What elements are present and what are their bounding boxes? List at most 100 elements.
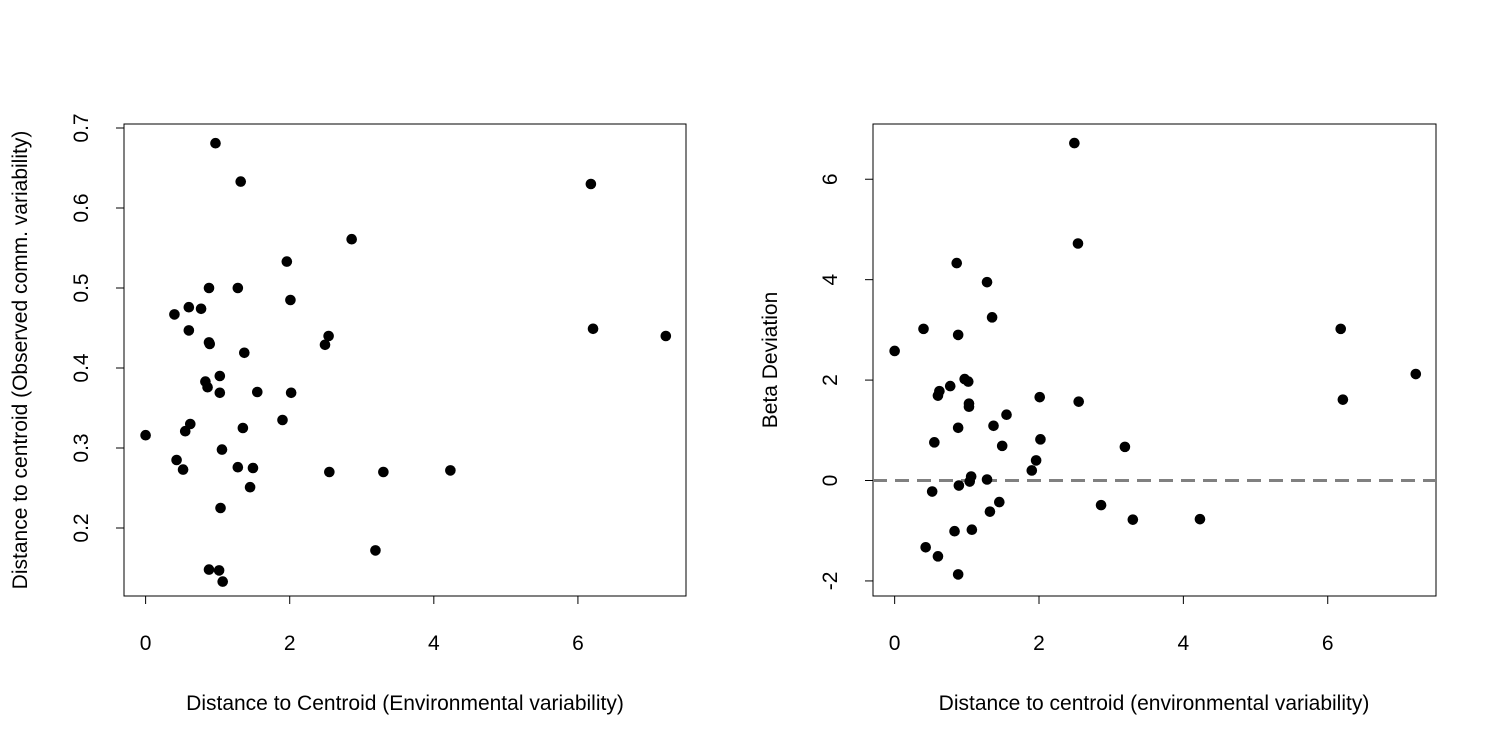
left-data-point bbox=[235, 176, 247, 187]
left-data-point bbox=[587, 323, 599, 335]
right-data-point bbox=[1034, 391, 1046, 403]
left-data-point bbox=[285, 294, 296, 306]
right-data-point bbox=[981, 276, 993, 288]
left-y-tick-label: 0.6 bbox=[70, 193, 93, 222]
left-data-point bbox=[215, 502, 226, 514]
left-scatter-panel: 0 2 4 6 0.2 0.3 0.4 0.5 0.6 0.7 Distance to Cent… bbox=[9, 113, 687, 715]
left-data-point bbox=[195, 303, 207, 315]
right-y-axis-label: Beta Deviation bbox=[759, 292, 782, 429]
right-data-point bbox=[952, 329, 964, 341]
left-data-point bbox=[660, 330, 672, 342]
right-data-point bbox=[953, 480, 965, 491]
left-y-tick-label: 0.3 bbox=[70, 433, 93, 462]
right-data-point bbox=[949, 525, 960, 537]
left-data-point bbox=[232, 282, 244, 294]
right-y-tick-label: 6 bbox=[819, 173, 842, 185]
right-y-tick-label: 4 bbox=[819, 274, 842, 286]
left-data-point bbox=[285, 387, 297, 399]
left-data-point bbox=[140, 429, 151, 441]
left-data-point bbox=[171, 454, 182, 466]
right-data-point bbox=[918, 323, 929, 335]
right-x-tick-label: 4 bbox=[1178, 632, 1190, 655]
right-x-tick-label: 2 bbox=[1033, 632, 1045, 655]
right-data-point bbox=[984, 506, 996, 517]
right-data-point bbox=[966, 524, 978, 536]
right-data-point bbox=[934, 385, 945, 397]
right-x-tick-label: 6 bbox=[1322, 632, 1334, 655]
left-data-point bbox=[213, 565, 225, 576]
right-data-point bbox=[963, 398, 975, 409]
left-plot-frame bbox=[123, 123, 687, 597]
right-y-tick-label: 2 bbox=[819, 374, 842, 386]
left-data-point bbox=[370, 545, 381, 556]
left-data-point bbox=[585, 178, 597, 190]
right-data-point bbox=[1001, 409, 1012, 421]
left-data-point bbox=[251, 386, 263, 398]
right-data-point bbox=[952, 422, 964, 434]
right-data-point bbox=[986, 312, 998, 323]
left-y-axis: 0.2 0.3 0.4 0.5 0.6 0.7 bbox=[70, 113, 124, 543]
left-data-point bbox=[210, 137, 221, 149]
left-y-tick-label: 0.4 bbox=[70, 353, 93, 383]
left-data-point bbox=[239, 347, 250, 359]
left-y-tick-label: 0.5 bbox=[70, 273, 93, 302]
left-x-tick-label: 2 bbox=[284, 632, 296, 655]
right-y-tick-label: -2 bbox=[819, 572, 842, 591]
right-data-point bbox=[932, 551, 944, 562]
right-data-point bbox=[1127, 514, 1139, 525]
left-x-axis: 0 2 4 6 bbox=[140, 596, 584, 655]
right-data-point bbox=[920, 541, 931, 553]
right-data-point bbox=[1194, 513, 1206, 525]
right-x-tick-label: 0 bbox=[889, 632, 901, 655]
left-data-point bbox=[203, 564, 215, 575]
left-data-points bbox=[140, 137, 672, 587]
left-data-point bbox=[169, 309, 180, 320]
left-data-point bbox=[184, 418, 196, 430]
left-data-point bbox=[216, 444, 228, 455]
right-data-point bbox=[1026, 465, 1038, 476]
right-data-point bbox=[1335, 323, 1347, 335]
right-y-tick-label: 0 bbox=[819, 475, 842, 487]
right-data-point bbox=[1072, 238, 1084, 249]
right-x-axis: 0 2 4 6 bbox=[889, 596, 1334, 655]
right-data-point bbox=[1035, 434, 1046, 445]
left-data-point bbox=[214, 387, 226, 399]
left-x-tick-label: 0 bbox=[140, 632, 152, 655]
left-data-point bbox=[378, 466, 389, 478]
left-data-point bbox=[281, 256, 293, 267]
right-data-point bbox=[996, 440, 1008, 452]
left-y-tick-label: 0.2 bbox=[70, 513, 93, 542]
right-data-point bbox=[962, 376, 974, 387]
right-data-point bbox=[965, 471, 977, 482]
right-plot-frame bbox=[872, 123, 1437, 597]
left-data-point bbox=[183, 325, 195, 336]
left-data-point bbox=[237, 422, 249, 434]
left-data-point bbox=[204, 338, 216, 350]
left-data-point bbox=[244, 481, 256, 493]
left-y-tick-label: 0.7 bbox=[70, 113, 93, 142]
left-x-axis-label: Distance to Centroid (Environmental vari… bbox=[186, 692, 624, 715]
right-data-point bbox=[981, 474, 993, 485]
left-data-point bbox=[323, 330, 334, 342]
right-data-point bbox=[944, 380, 956, 392]
left-data-point bbox=[217, 576, 229, 587]
left-x-tick-label: 6 bbox=[572, 632, 584, 655]
right-data-point bbox=[889, 345, 900, 357]
left-data-point bbox=[232, 461, 244, 473]
right-data-point bbox=[988, 420, 999, 432]
right-data-point bbox=[1337, 394, 1349, 405]
left-data-point bbox=[202, 381, 213, 393]
right-data-point bbox=[1030, 455, 1042, 466]
left-data-point bbox=[324, 466, 335, 478]
right-data-point bbox=[994, 496, 1005, 508]
right-data-points bbox=[889, 137, 1422, 580]
right-data-point bbox=[926, 486, 938, 497]
left-data-point bbox=[445, 465, 456, 476]
right-data-point bbox=[1095, 499, 1107, 511]
right-data-point bbox=[951, 257, 963, 269]
left-data-point bbox=[177, 464, 189, 475]
left-y-axis-label: Distance to centroid (Observed comm. var… bbox=[9, 131, 32, 590]
right-data-point bbox=[1073, 396, 1085, 407]
left-data-point bbox=[277, 414, 288, 426]
